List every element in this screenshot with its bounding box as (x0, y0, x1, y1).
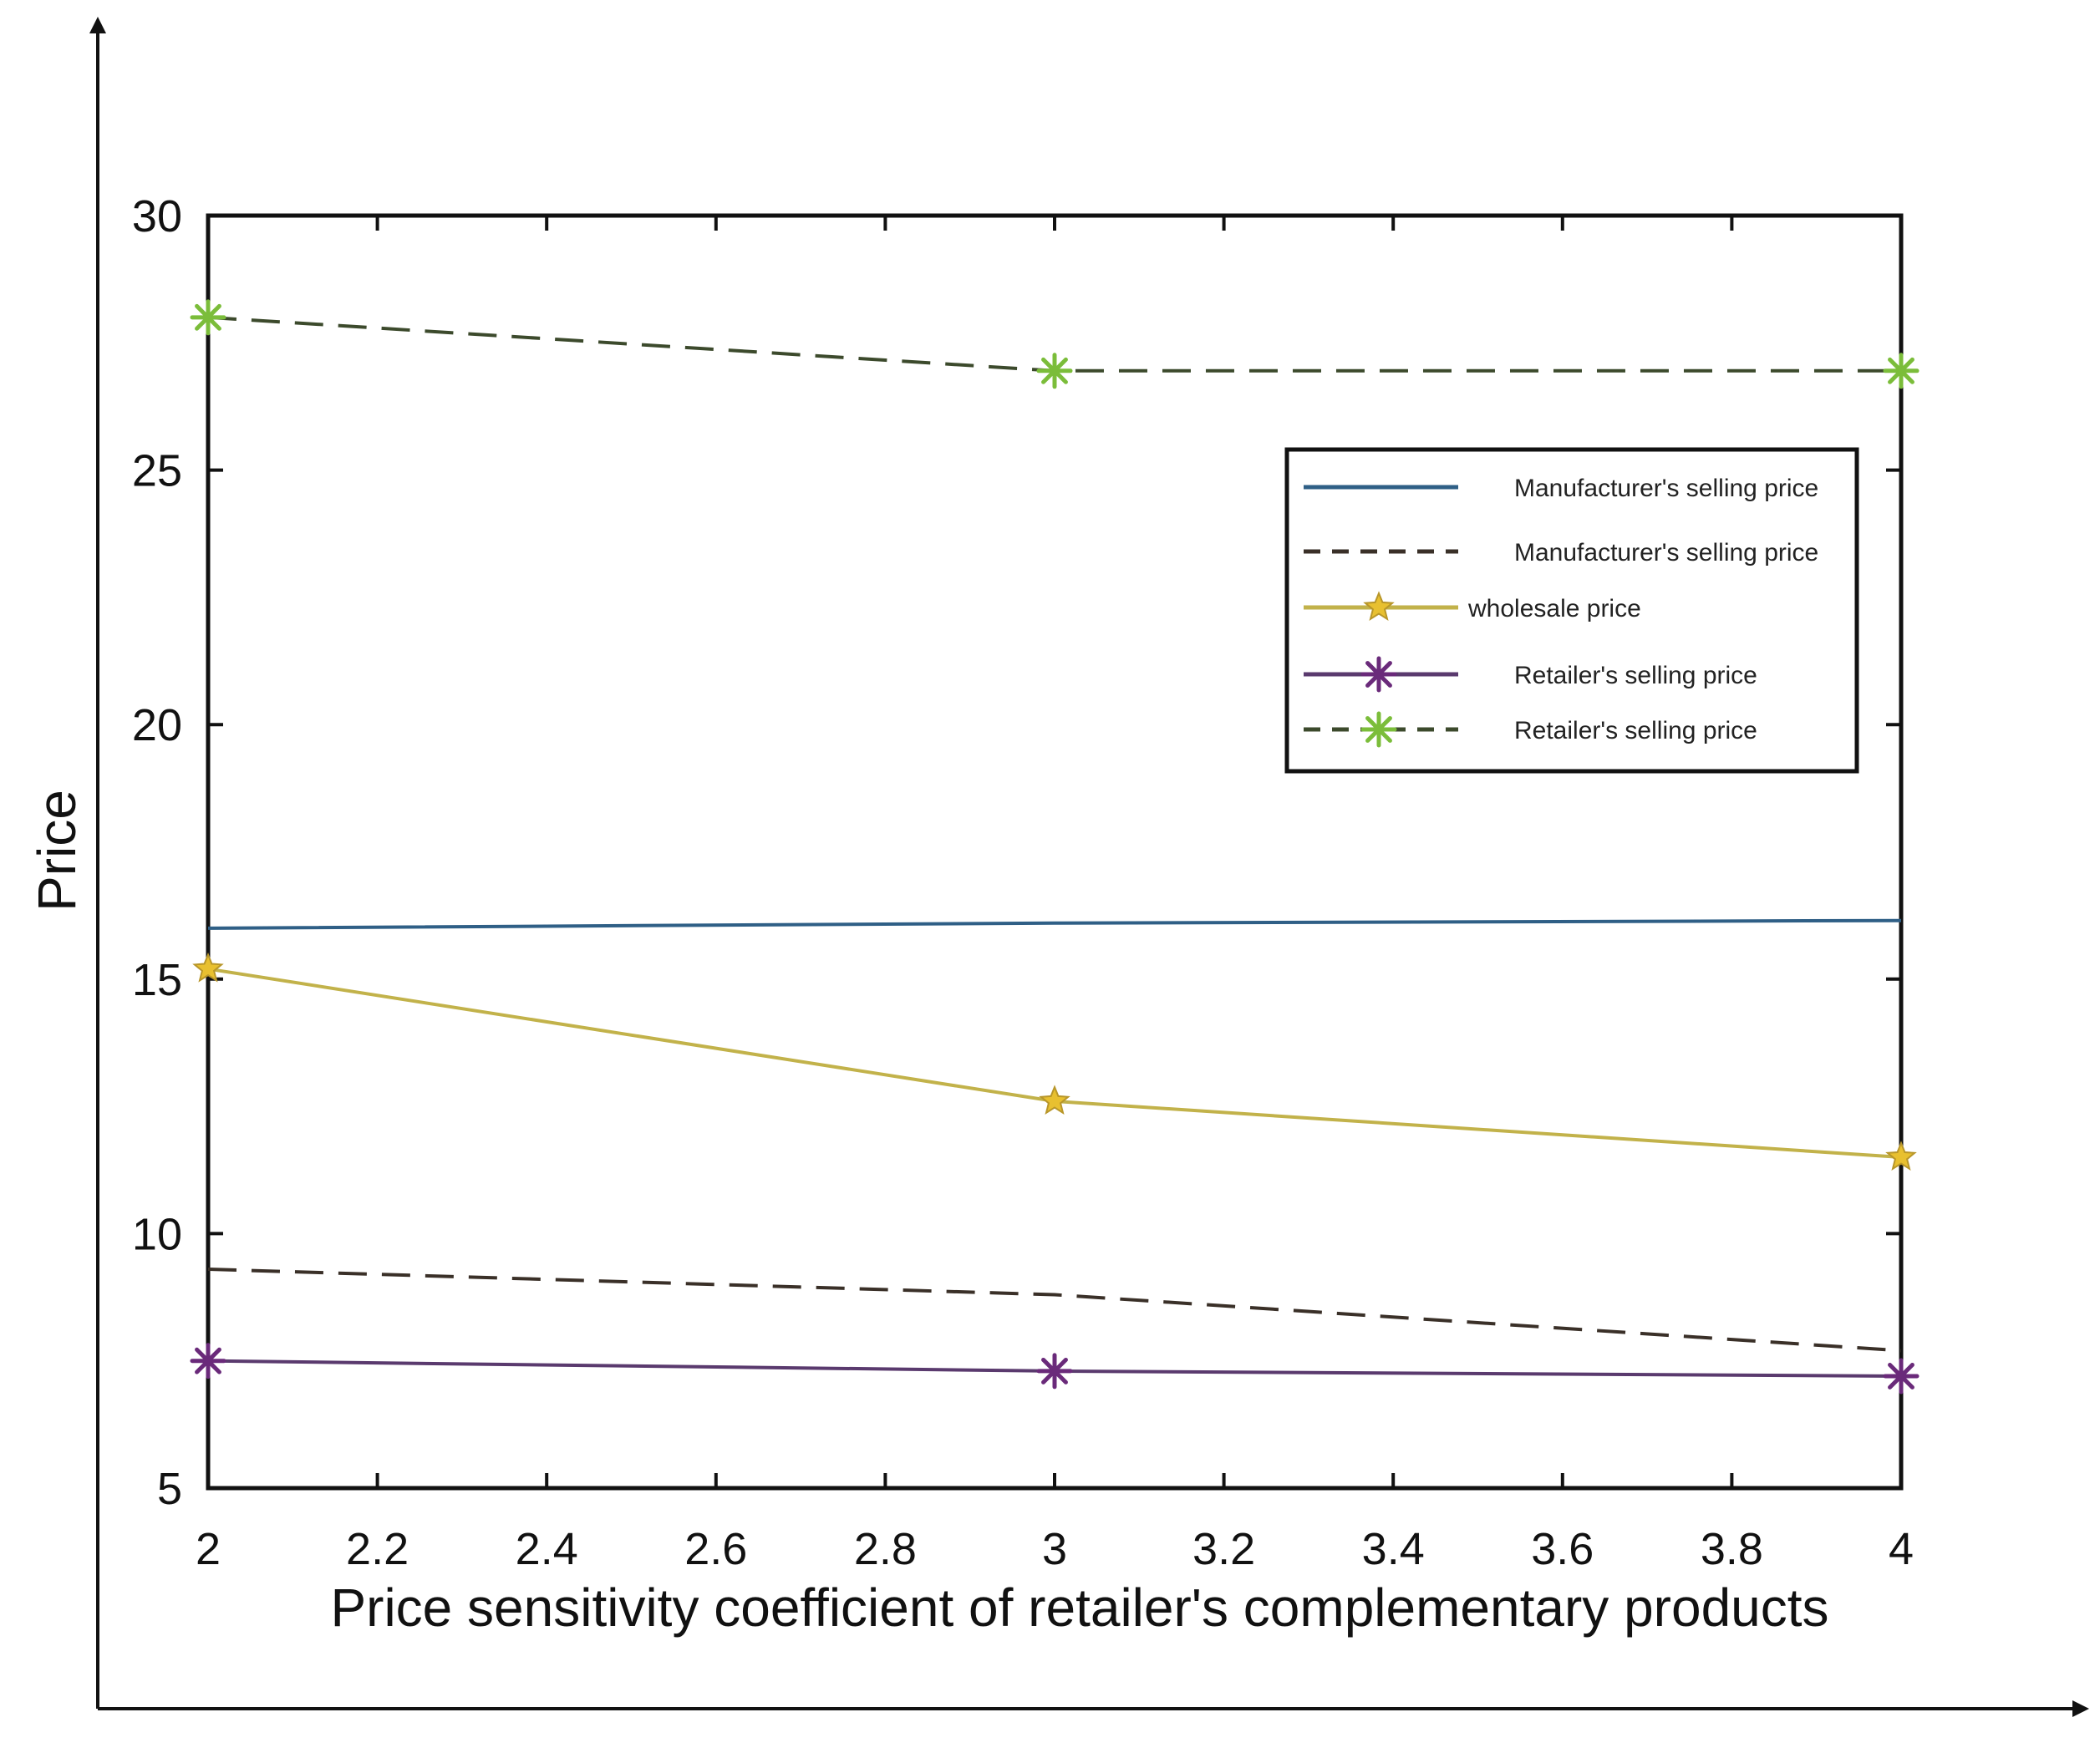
series-5-point (1883, 353, 1919, 389)
x-tick-label: 2 (196, 1524, 221, 1574)
series-markers (190, 299, 1919, 1395)
y-tick-label: 20 (132, 700, 182, 750)
y-tick-label: 5 (157, 1464, 182, 1514)
x-tick-label: 3.6 (1531, 1524, 1594, 1574)
y-tick-label: 15 (132, 955, 182, 1005)
legend-marker-3 (1363, 591, 1395, 621)
legend: Manufacturer's selling price Manufacturer… (1284, 447, 1859, 774)
y-axis-title: Price (27, 790, 87, 912)
x-tick-label: 2.8 (854, 1524, 917, 1574)
series-line-2 (207, 1268, 1902, 1353)
x-tick-label: 3.8 (1701, 1524, 1763, 1574)
x-tick-label: 2.2 (346, 1524, 409, 1574)
series-3-point (192, 952, 224, 983)
legend-label-2: Manufacturer's selling price (1514, 539, 1818, 567)
y-tick-label: 10 (132, 1209, 182, 1259)
series-line-1 (207, 918, 1902, 930)
y-tick-label: 30 (132, 191, 182, 241)
series-4-point (1036, 1353, 1073, 1390)
x-tick-label: 2.4 (516, 1524, 578, 1574)
legend-label-3: wholesale price (1467, 595, 1641, 622)
legend-marker-4 (1360, 656, 1397, 693)
plot-area-frame (206, 213, 1904, 1491)
x-tick-label: 3.4 (1362, 1524, 1425, 1574)
series-5-point (190, 299, 226, 336)
legend-items: Manufacturer's selling price Manufacturer… (1304, 475, 1818, 748)
y-tick-label: 25 (132, 446, 182, 496)
x-tick-label: 4 (1889, 1524, 1914, 1574)
series-line-3 (207, 967, 1902, 1159)
series-3-point (1039, 1085, 1070, 1115)
axis-ticks: 2 2.2 2.4 2.6 2.8 3 3.2 3.4 3.6 3.8 4 5 10 15 20 25 30 (132, 191, 1914, 1574)
legend-marker-5 (1360, 711, 1397, 748)
x-tick-label: 2.6 (684, 1524, 747, 1574)
series-3-point (1885, 1141, 1917, 1171)
x-axis-title: Price sensitivity coefficient of retaile… (330, 1578, 1828, 1638)
legend-label-5: Retailer's selling price (1514, 717, 1757, 744)
series-5-point (1036, 353, 1073, 389)
legend-label-1: Manufacturer's selling price (1514, 475, 1818, 502)
series-4-point (1883, 1358, 1919, 1395)
series-4-point (190, 1343, 226, 1379)
legend-label-4: Retailer's selling price (1514, 662, 1757, 689)
x-tick-label: 3.2 (1192, 1524, 1255, 1574)
x-tick-label: 3 (1042, 1524, 1067, 1574)
